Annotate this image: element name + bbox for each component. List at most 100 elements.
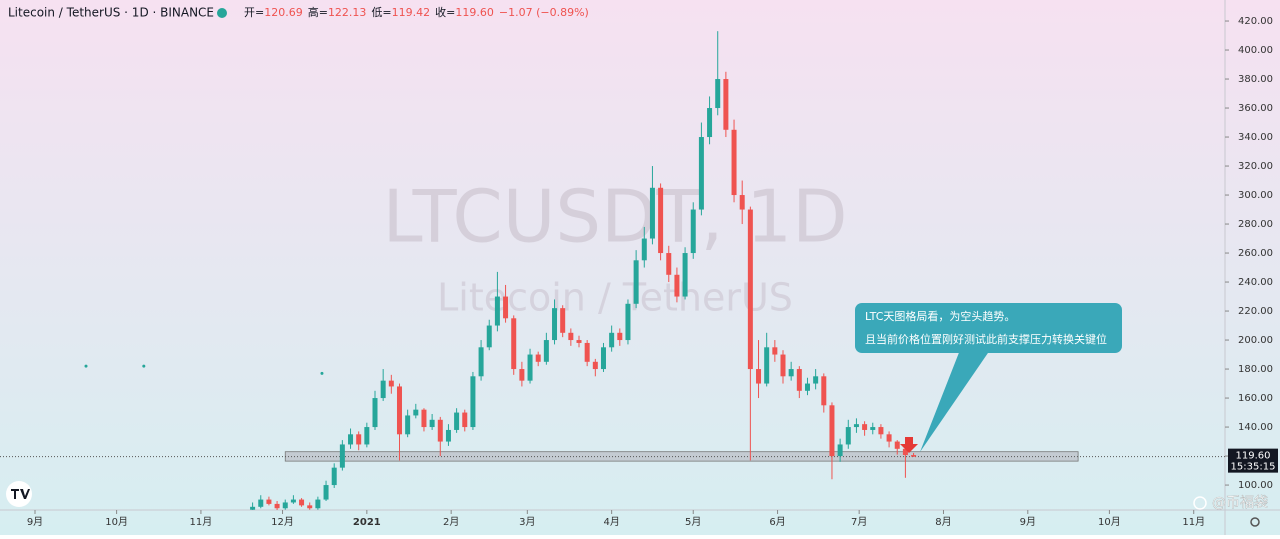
y-tick-label: 180.00 (1238, 364, 1273, 375)
x-tick-label: 8月 (935, 516, 951, 528)
candle-body (878, 427, 884, 435)
dot (84, 364, 88, 368)
candle-body (274, 503, 280, 509)
candle-body (870, 427, 876, 430)
candle-body (764, 347, 770, 384)
candle-body (258, 499, 264, 507)
y-tick-label: 260.00 (1238, 248, 1273, 259)
candle-body (804, 383, 810, 391)
y-tick-label: 240.00 (1238, 277, 1273, 288)
y-tick-label: 320.00 (1238, 161, 1273, 172)
settings-icon[interactable] (1250, 517, 1260, 527)
candle-body (250, 506, 256, 510)
candle-body (405, 415, 411, 435)
y-tick-label: 380.00 (1238, 74, 1273, 85)
ohlc-legend: 开= 120.69 高= 122.13 低= 119.42 收= 119.60 −1.07 (−… (244, 5, 589, 19)
candle-body (707, 108, 713, 138)
candle-body (829, 405, 835, 457)
candle-body (592, 361, 598, 370)
candle-body (380, 380, 386, 399)
candle-body (339, 444, 345, 468)
candle-body (756, 369, 762, 384)
y-tick-label: 340.00 (1238, 132, 1273, 143)
y-tick-label: 100.00 (1238, 480, 1273, 491)
plot-area (0, 31, 1225, 510)
candle-body (503, 296, 509, 319)
candle-body (331, 467, 337, 486)
ohlc-label: 收= (435, 5, 455, 19)
candle-body (813, 376, 819, 384)
candle-body (600, 347, 606, 370)
callout-text: LTC天图格局看，为空头趋势。 (865, 309, 1015, 323)
y-tick-label: 300.00 (1238, 190, 1273, 201)
candle-body (266, 499, 272, 504)
candle-body (388, 380, 394, 387)
candle-body (747, 209, 753, 370)
candle-body (348, 434, 354, 445)
candle-body (715, 79, 721, 109)
price-label-box (1228, 448, 1278, 473)
y-tick-label: 140.00 (1238, 422, 1273, 433)
x-tick-label: 9月 (1020, 516, 1036, 528)
candle-body (845, 427, 851, 445)
candle-body (396, 386, 402, 435)
x-tick-label: 5月 (685, 516, 701, 528)
x-tick-label: 4月 (603, 516, 619, 528)
candle-body (853, 424, 859, 428)
candle-body (372, 398, 378, 428)
y-tick-label: 220.00 (1238, 306, 1273, 317)
candle-body (364, 427, 370, 445)
candle-body (772, 347, 778, 355)
candle-body (788, 369, 794, 377)
candle-body (821, 376, 827, 406)
candle-body (633, 260, 639, 304)
y-tick-label: 400.00 (1238, 45, 1273, 56)
x-tick-label: 2021 (353, 517, 381, 528)
ohlc-value: 119.42 (392, 6, 431, 19)
x-tick-label: 12月 (271, 516, 294, 528)
callout-text: 且当前价格位置刚好测试此前支撑压力转换关键位 (865, 332, 1107, 346)
x-tick-label: 11月 (1182, 516, 1205, 528)
candle-body (682, 253, 688, 297)
candle-body (470, 376, 476, 428)
candle-body (421, 409, 427, 428)
candle-body (780, 354, 786, 377)
ohlc-label: 开= (244, 6, 264, 19)
candle-body (552, 308, 558, 341)
dot (320, 371, 324, 375)
candle-body (658, 187, 664, 254)
logo-mark (11, 489, 30, 499)
candle-body (462, 412, 468, 428)
candle-body (698, 137, 704, 210)
candle-body (894, 441, 900, 449)
candle-body (568, 332, 574, 341)
candle-body (690, 209, 696, 254)
candle-body (511, 318, 517, 370)
candle-body (560, 308, 566, 333)
candle-body (445, 429, 451, 442)
price-time: 15:35:15 (1231, 462, 1276, 473)
candle-body (527, 354, 533, 381)
candle-body (437, 419, 443, 442)
candle-body (674, 274, 680, 297)
candle-body (478, 347, 484, 377)
candle-body (837, 444, 843, 457)
status-dot (217, 8, 227, 18)
y-tick-label: 280.00 (1238, 219, 1273, 230)
candle-body (413, 409, 419, 416)
ohlc-label: 低= (371, 6, 391, 19)
logo (6, 481, 32, 507)
watermark-sub: Litecoin / TetherUS (437, 276, 793, 320)
y-tick-label: 160.00 (1238, 393, 1273, 404)
candle-body (323, 485, 329, 500)
candle-body (641, 238, 647, 261)
candle-body (739, 195, 745, 210)
candle-body (862, 424, 868, 430)
candle-body (307, 505, 313, 509)
arrow-marker (900, 437, 918, 453)
x-tick-label: 10月 (105, 516, 128, 528)
x-tick-label: 6月 (769, 516, 785, 528)
candle-body (609, 332, 615, 348)
candle-body (454, 412, 460, 430)
